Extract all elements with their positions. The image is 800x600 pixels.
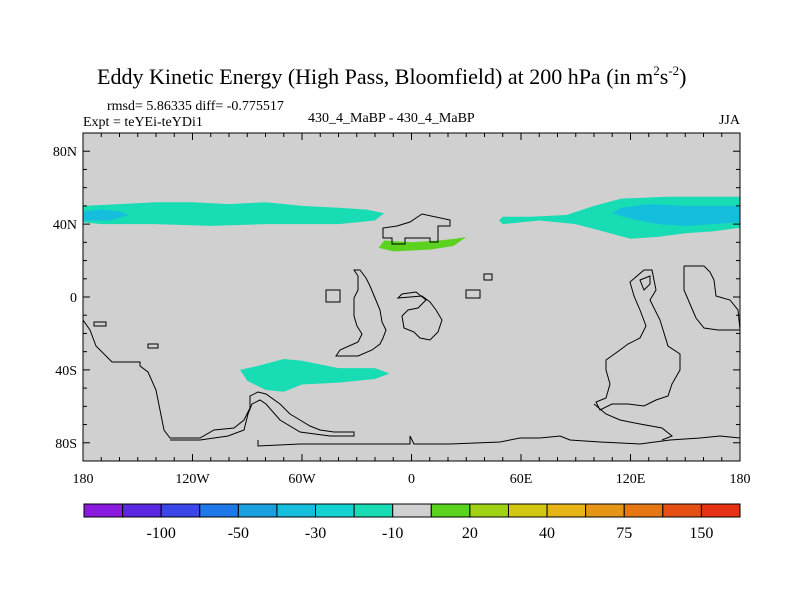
colorbar-swatch [199,503,239,518]
x-tick-label: 60W [288,472,316,487]
chart-title: Eddy Kinetic Energy (High Pass, Bloomfie… [97,63,686,89]
coastline-island-2 [325,289,341,303]
region-nh-jet-west-core [83,209,129,221]
colorbar-swatch [546,503,587,518]
colorbar-swatch [276,503,317,518]
coastline-island-3 [465,289,481,299]
axis-ticks [82,132,741,462]
coastlines [83,213,740,447]
title-units-mid: s [660,64,669,89]
x-tick-label: 180 [730,472,751,487]
colorbar-swatch [700,503,741,518]
colorbar-label: 20 [462,525,478,542]
coastline-island-5 [93,321,107,327]
colorbar [83,503,741,518]
coastline-australia [595,269,681,411]
region-nh-jet-west [83,202,385,226]
y-tick-label: 0 [70,291,77,306]
region-nh-jet-east-core [612,204,740,226]
title-sup-2: -2 [668,63,679,78]
stats-label: rmsd= 5.86335 diff= -0.775517 [107,99,284,114]
colorbar-swatch [507,503,548,518]
colorbar-swatch [353,503,394,518]
region-positive-patch [378,236,467,252]
colorbar-swatch [662,503,702,518]
season-label: JJA [719,113,741,128]
x-tick-label: 180 [73,472,94,487]
x-tick-label: 120E [616,472,646,487]
colorbar-label: -100 [147,525,176,542]
colorbar-swatch [83,503,124,518]
coastline-asia [683,265,740,331]
title-close: ) [679,64,686,89]
axis-tick-labels: 180 120W 60W 0 60E 120E 180 80N 40N 0 40S 80S [53,145,751,487]
title-sup-1: 2 [653,63,660,78]
comparison-label: 430_4_MaBP - 430_4_MaBP [308,111,475,126]
colorbar-swatch [122,503,162,518]
colorbar-swatch [623,503,664,518]
colorbar-labels: -100 -50 -30 -10 20 40 75 150 [147,525,714,542]
colorbar-swatch [392,503,432,518]
colorbar-label: 40 [539,525,555,542]
coastline-europe [382,213,451,245]
y-tick-label: 40N [53,218,77,233]
coastline-island-4 [483,273,493,281]
colorbar-swatch [430,503,471,518]
x-tick-label: 0 [408,472,415,487]
colorbar-label: 150 [689,525,713,542]
colorbar-swatch [469,503,509,518]
x-tick-label: 60E [510,472,533,487]
chart-title-text: Eddy Kinetic Energy (High Pass, Bloomfie… [97,64,653,89]
colorbar-swatch [160,503,201,518]
experiment-label: Expt = teYEi-teYDi1 [83,115,203,130]
y-tick-label: 40S [55,364,77,379]
colorbar-label: -50 [228,525,249,542]
colorbar-label: 75 [616,525,632,542]
coastline-island-6 [147,343,159,349]
coastline-south-america [83,296,355,441]
colorbar-label: -10 [382,525,403,542]
anomaly-regions [83,196,740,392]
coastline-antarctica [257,435,740,447]
x-tick-label: 120W [175,472,210,487]
coastline-africa [335,269,387,357]
colorbar-label: -30 [305,525,326,542]
colorbar-swatch [315,503,355,518]
coastline-island-7 [639,275,651,291]
map-panel: 180 120W 60W 0 60E 120E 180 80N 40N 0 40S 80S [53,132,751,487]
coastline-island-8 [593,403,673,441]
y-tick-label: 80N [53,145,77,160]
colorbar-swatch [237,503,278,518]
coastline-island-1 [396,291,443,341]
colorbar-swatch [585,503,625,518]
y-tick-label: 80S [55,437,77,452]
region-sh-jet [240,359,390,392]
